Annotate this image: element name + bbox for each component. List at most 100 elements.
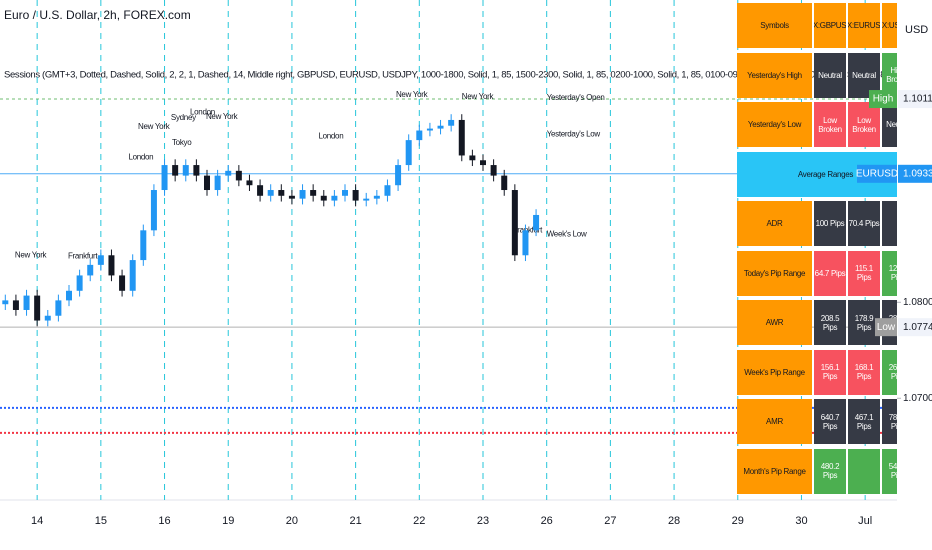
candle-body (320, 195, 327, 201)
x-tick-label: 28 (668, 515, 680, 527)
candle-body (373, 195, 380, 199)
candle-body (352, 190, 359, 201)
candle-body (405, 140, 412, 166)
table-cell: 156.1 Pips (814, 349, 846, 395)
x-tick-label: 15 (95, 515, 107, 527)
x-tick-label: 26 (541, 515, 553, 527)
table-cell (848, 448, 880, 494)
candle-body (150, 190, 157, 231)
table-cell: Symbols (737, 3, 812, 48)
candle-body (310, 190, 317, 196)
table-cell: 115.1 Pips (848, 250, 880, 296)
session-label: Yesterday's Low (547, 129, 601, 138)
candle-body (34, 295, 41, 321)
table-cell: 544.9 Pips (882, 448, 914, 494)
table-cell: FX:USDJPY (882, 3, 914, 48)
session-label: New York (462, 92, 495, 101)
candle-body (480, 160, 486, 166)
table-cell: 70.4 Pips (848, 201, 880, 246)
table-cell: FX:GBPUSD (814, 3, 846, 48)
candle-body (501, 175, 508, 191)
table-cell: 100 Pips (814, 201, 846, 246)
candle-body (458, 119, 465, 156)
candle-body (66, 290, 72, 301)
candle-body (437, 125, 444, 129)
candle-body (2, 300, 9, 305)
table-cell: FX:EURUSD (848, 3, 880, 48)
candle-body (511, 190, 518, 256)
candle-body (193, 165, 200, 176)
table-cell: Low Broken (814, 102, 846, 147)
session-label: Week's Low (547, 229, 587, 238)
x-tick-label: 27 (604, 515, 616, 527)
candle-body (204, 175, 210, 191)
candle-body (235, 170, 242, 181)
session-label: New York (15, 250, 48, 259)
table-cell (882, 201, 914, 246)
table-cell: Neutral (814, 52, 846, 98)
x-tick-label: 16 (158, 515, 170, 527)
candle-body (12, 300, 19, 310)
candle-body (416, 130, 423, 141)
x-tick-label: 30 (795, 515, 807, 527)
table-cell: 168.1 Pips (848, 349, 880, 395)
table-cell: Month's Pip Range (737, 448, 812, 494)
chart-subtitle: Sessions (GMT+3, Dotted, Dashed, Solid, … (4, 70, 893, 81)
x-tick-label: 20 (286, 515, 298, 527)
session-label: Tokyo (172, 138, 192, 147)
candle-body (55, 300, 62, 316)
session-label: New York (396, 90, 429, 99)
session-label: Frankfurt (513, 225, 543, 234)
table-cell: Yesterday's High (737, 52, 812, 98)
candle-body (426, 128, 433, 131)
table-cell: Week's Pip Range (737, 349, 812, 395)
candle-body (490, 165, 497, 176)
candle-body (129, 260, 136, 291)
candle-body (331, 195, 338, 201)
session-label: London (190, 107, 215, 116)
table-cell: High Broken (882, 52, 914, 98)
candle-body (76, 275, 83, 291)
candle-body (342, 190, 348, 196)
x-tick-label: 29 (732, 515, 744, 527)
candle-body (278, 190, 285, 196)
candle-body (172, 165, 179, 176)
chart-title: Euro / U.S. Dollar, 2h, FOREX.com (4, 8, 191, 22)
candle-body (522, 230, 529, 256)
x-tick-label: 23 (477, 515, 489, 527)
candle-body (363, 198, 370, 201)
candle-body (533, 214, 540, 231)
table-cell: 178.9 Pips (848, 300, 880, 345)
candle-body (448, 119, 455, 126)
session-label: Sydney (171, 113, 196, 122)
table-cell: Yesterday's Low (737, 102, 812, 147)
table-cell: Today's Pip Range (737, 250, 812, 296)
session-label: New York (138, 122, 171, 131)
candle-body (140, 230, 147, 261)
table-cell: Neutral (848, 52, 880, 98)
table-cell: AMR (737, 399, 812, 444)
session-label: London (128, 152, 153, 161)
x-tick-label: Jul (858, 515, 872, 527)
session-label: London (318, 131, 343, 140)
candle-body (395, 165, 402, 186)
table-cell: 467.1 Pips (848, 399, 880, 444)
candle-body (108, 255, 115, 276)
x-tick-label: 22 (413, 515, 425, 527)
table-cell: AWR (737, 300, 812, 345)
candle-body (23, 295, 30, 310)
table-cell: Neutral (882, 102, 914, 147)
x-tick-label: 19 (222, 515, 234, 527)
x-tick-label: 14 (31, 515, 43, 527)
session-label: Frankfurt (68, 251, 98, 260)
candle-body (44, 315, 51, 321)
candle-body (182, 165, 189, 176)
candle-body (469, 155, 476, 161)
candle-body (384, 185, 391, 196)
table-cell: 122.2 Pips (882, 250, 914, 296)
table-cell: Low Broken (848, 102, 880, 147)
table-cell: 640.7 Pips (814, 399, 846, 444)
x-tick-label: 21 (349, 515, 361, 527)
candle-body (214, 175, 221, 191)
